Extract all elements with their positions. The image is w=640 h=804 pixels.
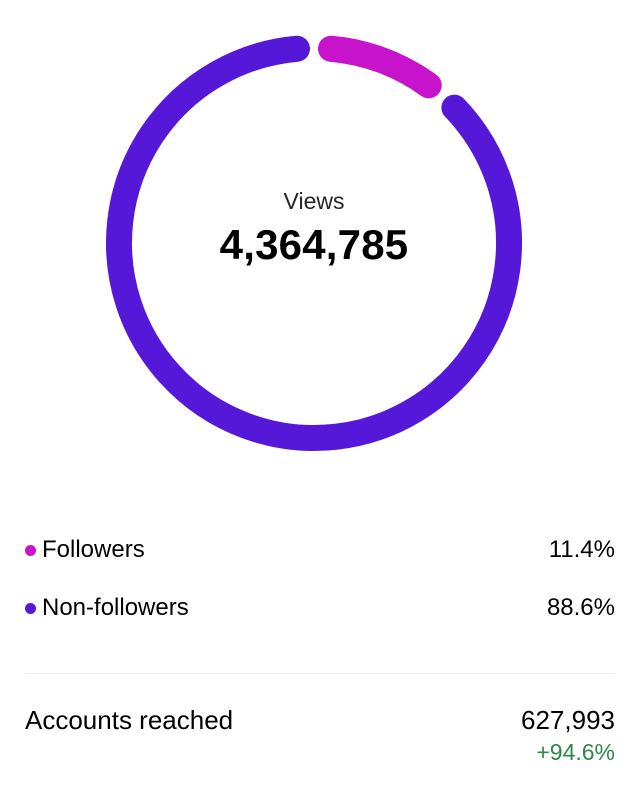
- legend-row-non-followers: Non-followers 88.6%: [25, 592, 615, 624]
- accounts-reached-delta: +94.6%: [536, 739, 615, 765]
- legend-value-non-followers: 88.6%: [546, 594, 615, 621]
- accounts-reached-value: 627,993: [521, 705, 615, 735]
- legend-label-non-followers: Non-followers: [42, 594, 189, 621]
- donut-segment-followers: [318, 35, 442, 99]
- accounts-reached-label: Accounts reached: [25, 705, 234, 735]
- donut-center-text: Views 4,364,785: [102, 186, 526, 269]
- non-followers-dot-icon: [25, 602, 36, 614]
- donut-segment-non-followers: [106, 35, 522, 451]
- legend-row-followers: Followers 11.4%: [25, 534, 615, 566]
- legend-value-followers: 11.4%: [548, 536, 615, 563]
- divider: [25, 673, 615, 674]
- donut-chart: Views 4,364,785: [102, 31, 526, 455]
- donut-svg: [106, 35, 522, 451]
- legend-label-followers: Followers: [42, 536, 145, 563]
- accounts-reached-values: 627,993 +94.6%: [521, 704, 615, 766]
- followers-dot-icon: [25, 544, 36, 556]
- donut-center-label: Views: [283, 188, 345, 214]
- donut-center-value: 4,364,785: [219, 221, 409, 268]
